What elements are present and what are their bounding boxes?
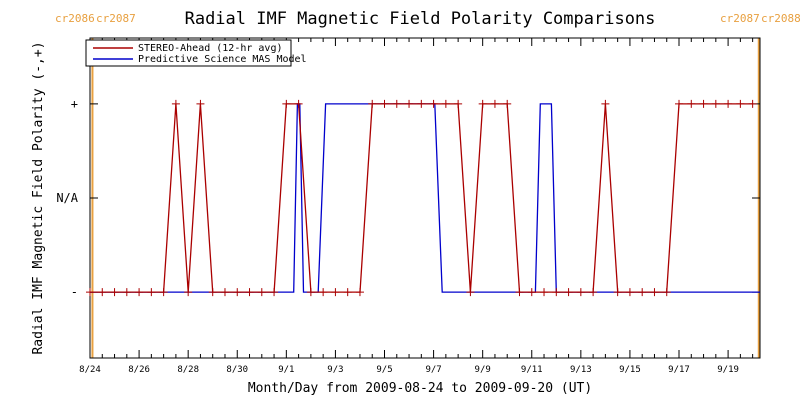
y-axis: + N/A - <box>56 97 760 299</box>
data-point-marker <box>638 288 647 297</box>
x-tick-label: 9/19 <box>717 365 739 375</box>
data-point-marker <box>699 99 708 108</box>
data-point-marker <box>319 288 328 297</box>
data-point-marker <box>405 99 414 108</box>
x-tick-label: 9/15 <box>619 365 641 375</box>
data-point-marker <box>552 288 561 297</box>
x-tick-label: 8/30 <box>226 365 248 375</box>
data-point-marker <box>208 288 217 297</box>
data-point-marker <box>417 99 426 108</box>
cr-label-left-2: cr2087 <box>96 12 136 25</box>
data-point-marker <box>282 99 291 108</box>
data-point-marker <box>196 99 205 108</box>
data-point-marker <box>306 288 315 297</box>
data-point-marker <box>711 99 720 108</box>
cr-label-right-1: cr2087 <box>720 12 760 25</box>
data-point-marker <box>355 288 364 297</box>
y-tick-label: + <box>71 97 78 111</box>
carrington-rotation-lines <box>91 38 760 358</box>
data-point-marker <box>589 288 598 297</box>
data-point-marker <box>625 288 634 297</box>
x-tick-label: 9/9 <box>475 365 491 375</box>
legend-label-stereo: STEREO-Ahead (12-hr avg) <box>138 43 283 54</box>
data-point-marker <box>490 99 499 108</box>
data-point-marker <box>724 99 733 108</box>
x-tick-label: 9/17 <box>668 365 690 375</box>
x-tick-label: 8/26 <box>128 365 150 375</box>
data-point-marker <box>576 288 585 297</box>
data-point-marker <box>515 288 524 297</box>
x-tick-label: 9/1 <box>278 365 294 375</box>
data-point-marker <box>675 99 684 108</box>
data-point-marker <box>135 288 144 297</box>
y-tick-label: N/A <box>56 191 78 205</box>
y-tick-label: - <box>71 285 78 299</box>
data-point-marker <box>736 99 745 108</box>
data-point-marker <box>601 99 610 108</box>
data-point-marker <box>171 99 180 108</box>
data-point-marker <box>86 288 94 297</box>
cr-label-right-2: cr2088 <box>761 12 800 25</box>
x-tick-label: 8/28 <box>177 365 199 375</box>
data-point-marker <box>147 288 156 297</box>
x-axis: 8/24 8/26 8/28 8/30 9/1 9/3 9/5 9/7 9/9 9/11 9/13 9… <box>79 38 754 375</box>
data-point-marker <box>454 99 463 108</box>
legend: STEREO-Ahead (12-hr avg) Predictive Scie… <box>85 39 307 67</box>
data-point-marker <box>233 288 242 297</box>
x-axis-label: Month/Day from 2009-08-24 to 2009-09-20 … <box>248 381 592 396</box>
data-point-marker <box>748 99 757 108</box>
data-point-marker <box>613 288 622 297</box>
x-tick-label: 9/5 <box>376 365 392 375</box>
data-point-marker <box>503 99 512 108</box>
y-axis-label: Radial IMF Magnetic Field Polarity (-,+) <box>31 41 46 354</box>
data-point-marker <box>466 288 475 297</box>
plot-frame <box>89 37 761 359</box>
legend-label-model: Predictive Science MAS Model <box>138 54 307 65</box>
data-point-marker <box>650 288 659 297</box>
data-point-marker <box>662 288 671 297</box>
data-point-marker <box>245 288 254 297</box>
data-point-marker <box>98 288 107 297</box>
x-tick-label: 8/24 <box>79 365 101 375</box>
data-point-marker <box>478 99 487 108</box>
x-tick-label: 9/3 <box>327 365 343 375</box>
x-tick-label: 9/13 <box>570 365 592 375</box>
x-tick-label: 9/7 <box>425 365 441 375</box>
series-layer <box>86 99 760 297</box>
data-point-marker <box>343 288 352 297</box>
data-point-marker <box>564 288 573 297</box>
data-point-marker <box>429 99 438 108</box>
data-point-marker <box>257 288 266 297</box>
cr-label-left-1: cr2086 <box>55 12 95 25</box>
data-point-marker <box>270 288 279 297</box>
data-point-marker <box>184 288 193 297</box>
data-point-marker <box>392 99 401 108</box>
chart-title: Radial IMF Magnetic Field Polarity Compa… <box>185 9 656 29</box>
data-point-marker <box>159 288 168 297</box>
data-point-marker <box>220 288 229 297</box>
data-point-marker <box>368 99 377 108</box>
data-point-marker <box>380 99 389 108</box>
data-point-marker <box>687 99 696 108</box>
data-point-marker <box>441 99 450 108</box>
data-point-marker <box>110 288 119 297</box>
series-line-0 <box>90 103 753 293</box>
data-point-marker <box>540 288 549 297</box>
data-point-marker <box>294 99 303 108</box>
x-tick-label: 9/11 <box>521 365 543 375</box>
legend-box <box>85 39 292 67</box>
data-point-marker <box>331 288 340 297</box>
data-point-marker <box>527 288 536 297</box>
data-point-marker <box>122 288 131 297</box>
